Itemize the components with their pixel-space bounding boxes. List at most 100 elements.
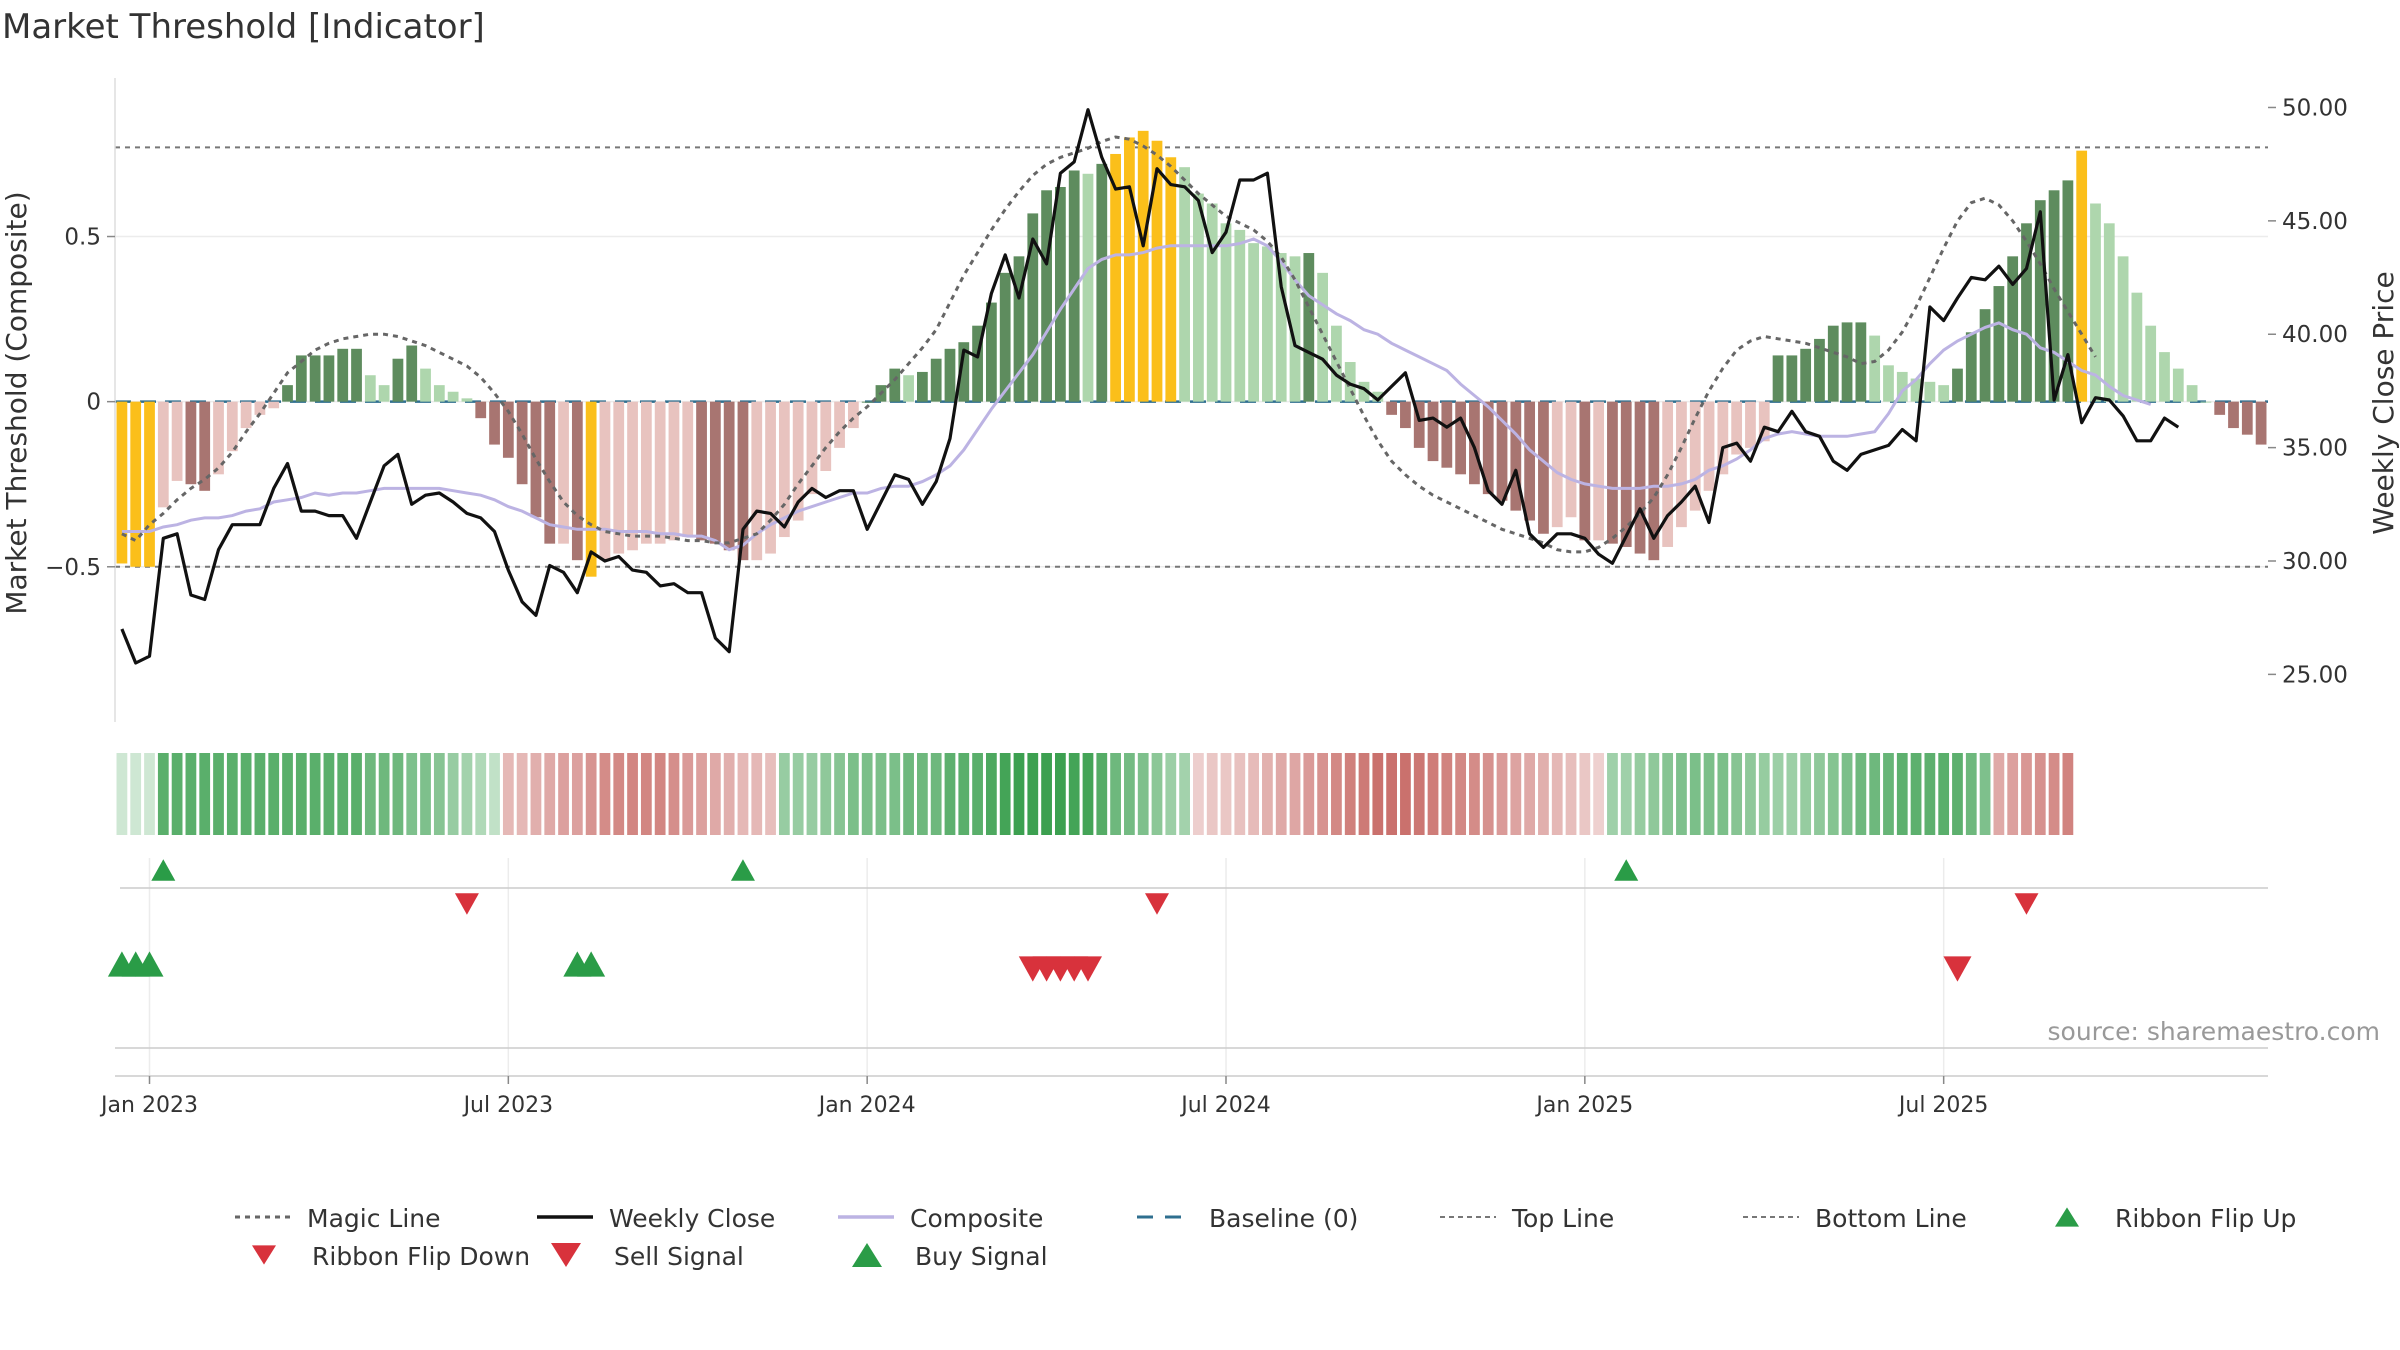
legend-swatch [551, 1243, 581, 1267]
ribbon-cell [199, 753, 211, 835]
composite-bar [1800, 348, 1812, 402]
composite-bar [544, 401, 556, 544]
legend-label: Magic Line [307, 1204, 441, 1233]
composite-bar [1165, 157, 1177, 402]
ribbon-cell [2021, 753, 2032, 835]
composite-bar [461, 398, 473, 402]
ribbon-cell [1869, 753, 1881, 835]
composite-bar [1717, 401, 1729, 475]
composite-bar [157, 401, 169, 508]
ribbon-cell [999, 753, 1011, 835]
composite-bar [1469, 401, 1480, 485]
left-tick-label: 0 [86, 390, 101, 416]
composite-bar [640, 401, 652, 544]
ribbon-cell [1772, 753, 1784, 835]
composite-bar [116, 401, 128, 564]
ribbon-cell [171, 753, 183, 835]
composite-bar [1883, 365, 1894, 402]
composite-bar [2145, 325, 2157, 402]
ribbon-cell [309, 753, 321, 835]
ribbon-cell [2048, 753, 2060, 835]
ribbon-cell [1082, 753, 1094, 835]
ribbon-cell [585, 753, 597, 835]
composite-bar [1013, 256, 1025, 402]
ribbon-cell [765, 753, 776, 835]
composite-bar [1303, 253, 1315, 402]
composite-bar [420, 368, 431, 402]
composite-bar [903, 375, 914, 402]
grid [115, 235, 2268, 1080]
composite-bar [1910, 378, 1922, 402]
composite-bar [1841, 322, 1853, 402]
ribbon-cell [1262, 753, 1273, 835]
ribbon-cell [1993, 753, 2005, 835]
ribbon-cell [1496, 753, 1508, 835]
ribbon-cell [337, 753, 349, 835]
ribbon-cell [1814, 753, 1825, 835]
composite-bar [972, 325, 983, 402]
right-tick-label: 45.00 [2282, 209, 2348, 235]
ribbon-flip-up-marker [1614, 859, 1639, 881]
ribbon-cell [958, 753, 970, 835]
ribbon-cell [1565, 753, 1577, 835]
ribbon-cell [1137, 753, 1149, 835]
composite-bar [1331, 325, 1342, 402]
sell-signal-marker [1073, 956, 1102, 982]
legend-swatch [2055, 1207, 2079, 1227]
composite-bar [1551, 401, 1563, 528]
composite-bars [116, 130, 2267, 577]
ribbon-cell [447, 753, 459, 835]
composite-bar [2034, 200, 2046, 402]
ribbon-cell [944, 753, 956, 835]
composite-bar [1993, 286, 2005, 402]
composite-bar [2103, 223, 2115, 402]
ribbon-cell [157, 753, 169, 835]
ribbon-cell [1510, 753, 1522, 835]
ribbon-cell [2062, 753, 2074, 835]
ribbon-cell [240, 753, 252, 835]
ribbon-cell [1896, 753, 1908, 835]
composite-bar [2048, 190, 2060, 402]
ribbon-cell [1979, 753, 1991, 835]
composite-bar [213, 401, 224, 475]
composite-bar [2214, 401, 2226, 415]
composite-bar [585, 401, 597, 577]
ribbon-cell [1275, 753, 1287, 835]
ribbon-cell [406, 753, 418, 835]
ribbon-cell [737, 753, 749, 835]
composite-bar [627, 401, 638, 551]
x-tick-label: Jul 2023 [462, 1093, 554, 1118]
composite-bar [861, 401, 873, 403]
composite-bar [1496, 401, 1508, 501]
ribbon-cell [1620, 753, 1632, 835]
composite-bar [1703, 401, 1715, 491]
composite-bar [985, 302, 997, 402]
legend-label: Weekly Close [609, 1204, 775, 1233]
composite-bar [2090, 203, 2101, 402]
ribbon-cell [1358, 753, 1370, 835]
composite-bar [268, 401, 280, 409]
composite-bar [1372, 391, 1384, 402]
ribbon-cell [778, 753, 790, 835]
ribbon-cell [1648, 753, 1660, 835]
ribbon-flip-up-marker [730, 859, 755, 881]
sell-signal-marker [1943, 956, 1972, 982]
ribbon-cell [130, 753, 142, 835]
x-tick-label: Jul 2025 [1897, 1093, 1989, 1118]
ribbon-cell [1938, 753, 1950, 835]
ribbon-cell [599, 753, 611, 835]
x-tick-label: Jan 2024 [817, 1093, 916, 1118]
ribbon-cell [1124, 753, 1135, 835]
composite-bar [1676, 401, 1687, 528]
composite-bar [916, 371, 928, 402]
right-tick-label: 50.00 [2282, 95, 2348, 121]
composite-bar [1510, 401, 1522, 511]
ribbon-cell [1441, 753, 1453, 835]
ribbon-cell [696, 753, 707, 835]
composite-bar [1731, 401, 1743, 455]
ribbon-cell [516, 753, 528, 835]
ribbon-cell [1386, 753, 1398, 835]
composite-bar [958, 342, 970, 402]
ribbon-cell [1482, 753, 1494, 835]
